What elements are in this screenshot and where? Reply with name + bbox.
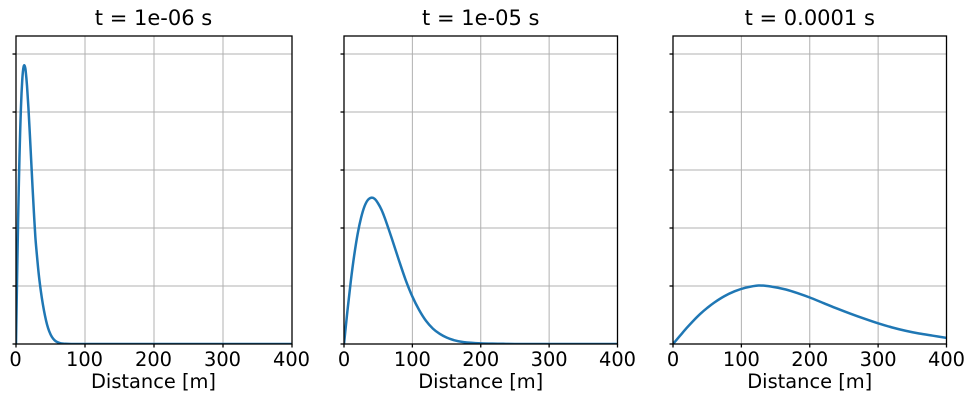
plot-title: t = 1e-06 s — [94, 6, 213, 30]
x-axis-label: Distance [m] — [91, 370, 216, 393]
grid — [673, 35, 947, 344]
x-axis-label: Distance [m] — [418, 370, 544, 393]
x-tick-label: 0 — [337, 348, 351, 371]
plot-title: t = 0.0001 s — [744, 6, 875, 30]
x-tick-label: 200 — [791, 348, 829, 371]
curve-line — [15, 63, 292, 344]
x-tick-label: 200 — [134, 348, 172, 371]
x-tick-label: 300 — [859, 348, 897, 371]
tick-marks — [12, 52, 293, 347]
x-tick-label: 0 — [9, 348, 22, 371]
x-tick-label: 100 — [393, 348, 431, 371]
plot-axes — [669, 34, 948, 347]
x-tick-label: 400 — [927, 348, 965, 371]
tick-marks — [340, 52, 619, 347]
curve-line — [673, 283, 947, 344]
grid — [344, 35, 618, 344]
plot-title: t = 1e-05 s — [422, 6, 540, 30]
x-tick-label: 400 — [598, 348, 636, 371]
x-axis-label: Distance [m] — [747, 370, 873, 393]
x-tick-label: 400 — [272, 348, 310, 371]
tick-marks — [669, 52, 948, 347]
x-tick-label: 0 — [666, 348, 680, 371]
x-tick-label: 300 — [203, 348, 241, 371]
x-tick-label: 200 — [462, 348, 500, 371]
x-tick-label: 100 — [65, 348, 103, 371]
grid — [15, 35, 292, 344]
x-tick-label: 100 — [722, 348, 760, 371]
x-tick-label: 300 — [530, 348, 568, 371]
plot-axes — [340, 34, 619, 347]
plot-axes — [12, 34, 293, 347]
